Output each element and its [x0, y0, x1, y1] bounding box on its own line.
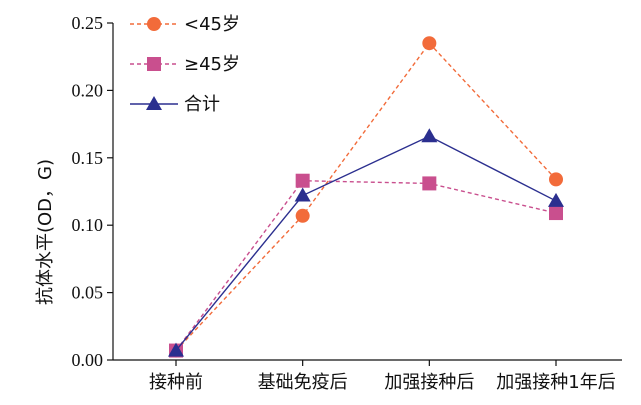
x-tick-label: 基础免疫后 [258, 372, 348, 393]
y-tick-label: 0.10 [72, 215, 104, 235]
legend-item: <45岁 [130, 14, 240, 35]
y-axis-label: 抗体水平(OD，G) [35, 159, 56, 305]
data-point [549, 206, 563, 221]
y-tick-label: 0.20 [72, 80, 104, 100]
legend-label: <45岁 [184, 14, 240, 35]
legend-marker [146, 96, 162, 110]
data-point [422, 36, 437, 51]
legend-label: ≥45岁 [184, 54, 240, 75]
y-tick-label: 0.05 [72, 283, 104, 303]
data-point [422, 176, 437, 191]
series-1 [169, 36, 563, 358]
x-tick-label: 接种前 [149, 372, 203, 393]
axes: 0.00 0.05 0.10 0.15 0.20 0.25 接种前 基础免疫后 加强接种后 加强接… [72, 13, 622, 393]
y-tick-label: 0.25 [72, 13, 104, 33]
series-line [175, 180, 557, 351]
data-point [548, 192, 564, 207]
series-3 [168, 128, 564, 357]
data-point [295, 208, 310, 223]
series-2 [169, 173, 563, 358]
y-tick-label: 0.15 [72, 148, 104, 168]
x-tick-label: 加强接种后 [384, 372, 474, 393]
data-point [421, 128, 438, 143]
y-tick-label: 0.00 [72, 350, 104, 370]
series-line [175, 42, 557, 352]
data-point [294, 187, 311, 202]
data-point [549, 172, 563, 187]
series-line [175, 135, 557, 352]
legend-item: ≥45岁 [130, 54, 240, 75]
legend-marker [147, 17, 161, 31]
data-point [168, 342, 184, 357]
legend-label: 合计 [184, 94, 220, 115]
x-tick-label: 加强接种1年后 [496, 372, 615, 393]
legend-item: 合计 [130, 94, 220, 115]
legend-marker [147, 57, 161, 71]
data-point [295, 173, 310, 188]
series-layer [168, 36, 564, 358]
